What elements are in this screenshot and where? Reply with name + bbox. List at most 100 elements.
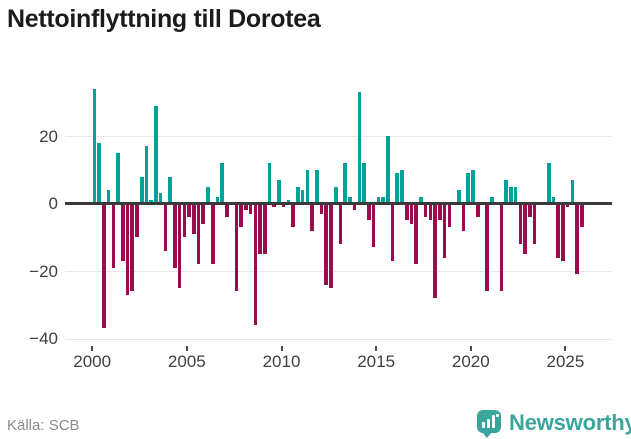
chart-title: Nettoinflyttning till Dorotea	[7, 5, 321, 33]
x-axis-tick	[469, 346, 472, 351]
x-axis-tick	[564, 346, 567, 351]
bar	[371, 203, 376, 248]
gridline	[65, 338, 612, 340]
bar	[381, 196, 385, 204]
bar	[319, 203, 324, 214]
bar	[485, 203, 489, 292]
y-axis-tick-label: 0	[48, 194, 58, 213]
bar	[135, 203, 139, 238]
bar	[357, 92, 362, 204]
bar	[120, 203, 125, 261]
bar	[352, 203, 357, 211]
bar	[187, 203, 191, 217]
bar	[116, 152, 120, 204]
bar	[281, 203, 286, 207]
bar	[423, 203, 428, 217]
bar	[433, 203, 437, 298]
bar	[215, 196, 220, 204]
bar	[376, 196, 381, 204]
bar	[414, 203, 418, 265]
bar	[225, 203, 229, 217]
bar	[177, 203, 182, 288]
bar	[158, 193, 163, 204]
bar	[191, 203, 196, 234]
bar	[220, 163, 224, 204]
gridline	[65, 136, 612, 137]
source-note: Källa: SCB	[7, 417, 80, 434]
bar	[210, 203, 215, 265]
bar	[139, 176, 144, 204]
bar-chart: 20 0 −20 −40 2000 2005 2010 2015 2020 2025	[29, 88, 612, 371]
y-axis-tick-label: −20	[29, 261, 58, 281]
bar	[286, 200, 291, 204]
bar	[201, 203, 206, 224]
bar	[367, 203, 371, 221]
bar	[570, 179, 575, 204]
bar	[546, 163, 551, 204]
bar	[144, 146, 149, 204]
bar	[262, 203, 267, 255]
bar	[395, 173, 400, 204]
bar	[523, 203, 527, 255]
bar	[173, 203, 177, 268]
bar	[149, 200, 153, 204]
y-axis-tick-label: −40	[29, 329, 58, 348]
bar	[362, 163, 366, 204]
bar	[504, 179, 508, 204]
bar	[130, 203, 135, 292]
bar	[324, 203, 329, 285]
y-axis-tick-label: 20	[39, 126, 58, 146]
x-axis-tick	[185, 346, 188, 351]
bar	[551, 196, 556, 204]
bar	[509, 186, 513, 204]
bar	[258, 203, 262, 255]
x-axis-tick	[91, 346, 94, 351]
bar	[239, 203, 243, 228]
bar	[419, 196, 423, 204]
bar	[234, 203, 239, 292]
bar	[404, 203, 409, 221]
bar	[248, 203, 253, 214]
bar	[329, 203, 333, 288]
bar	[575, 203, 579, 275]
bar	[196, 203, 201, 265]
bar	[556, 203, 560, 258]
bar	[475, 203, 480, 217]
zero-axis-line	[65, 202, 612, 205]
bar	[457, 190, 461, 204]
bar	[518, 203, 523, 244]
bar	[182, 203, 187, 238]
bar	[296, 186, 300, 204]
bar	[102, 203, 106, 329]
bar	[386, 136, 390, 204]
x-axis-tick-label: 2000	[73, 352, 112, 371]
bar	[338, 203, 343, 244]
bar	[267, 163, 272, 204]
bar	[561, 203, 565, 261]
x-axis-tick	[375, 346, 378, 351]
bar	[305, 169, 310, 204]
bar	[409, 203, 414, 224]
bar	[97, 142, 101, 204]
bar	[154, 105, 158, 204]
bar	[92, 88, 97, 204]
bar	[527, 203, 532, 217]
bar	[277, 179, 281, 204]
bar	[580, 203, 584, 228]
bar	[532, 203, 537, 244]
bar	[125, 203, 130, 295]
bar	[168, 176, 172, 204]
bar	[565, 203, 570, 207]
bar	[447, 203, 452, 228]
x-axis-tick	[280, 346, 283, 351]
bar	[343, 163, 348, 204]
bar	[490, 196, 494, 204]
bar	[333, 186, 338, 204]
bar	[461, 203, 466, 231]
bar	[291, 203, 295, 228]
newsworthy-wordmark: Newsworthy	[509, 410, 631, 435]
bar	[390, 203, 395, 261]
bar	[499, 203, 504, 292]
gridline	[65, 271, 612, 272]
